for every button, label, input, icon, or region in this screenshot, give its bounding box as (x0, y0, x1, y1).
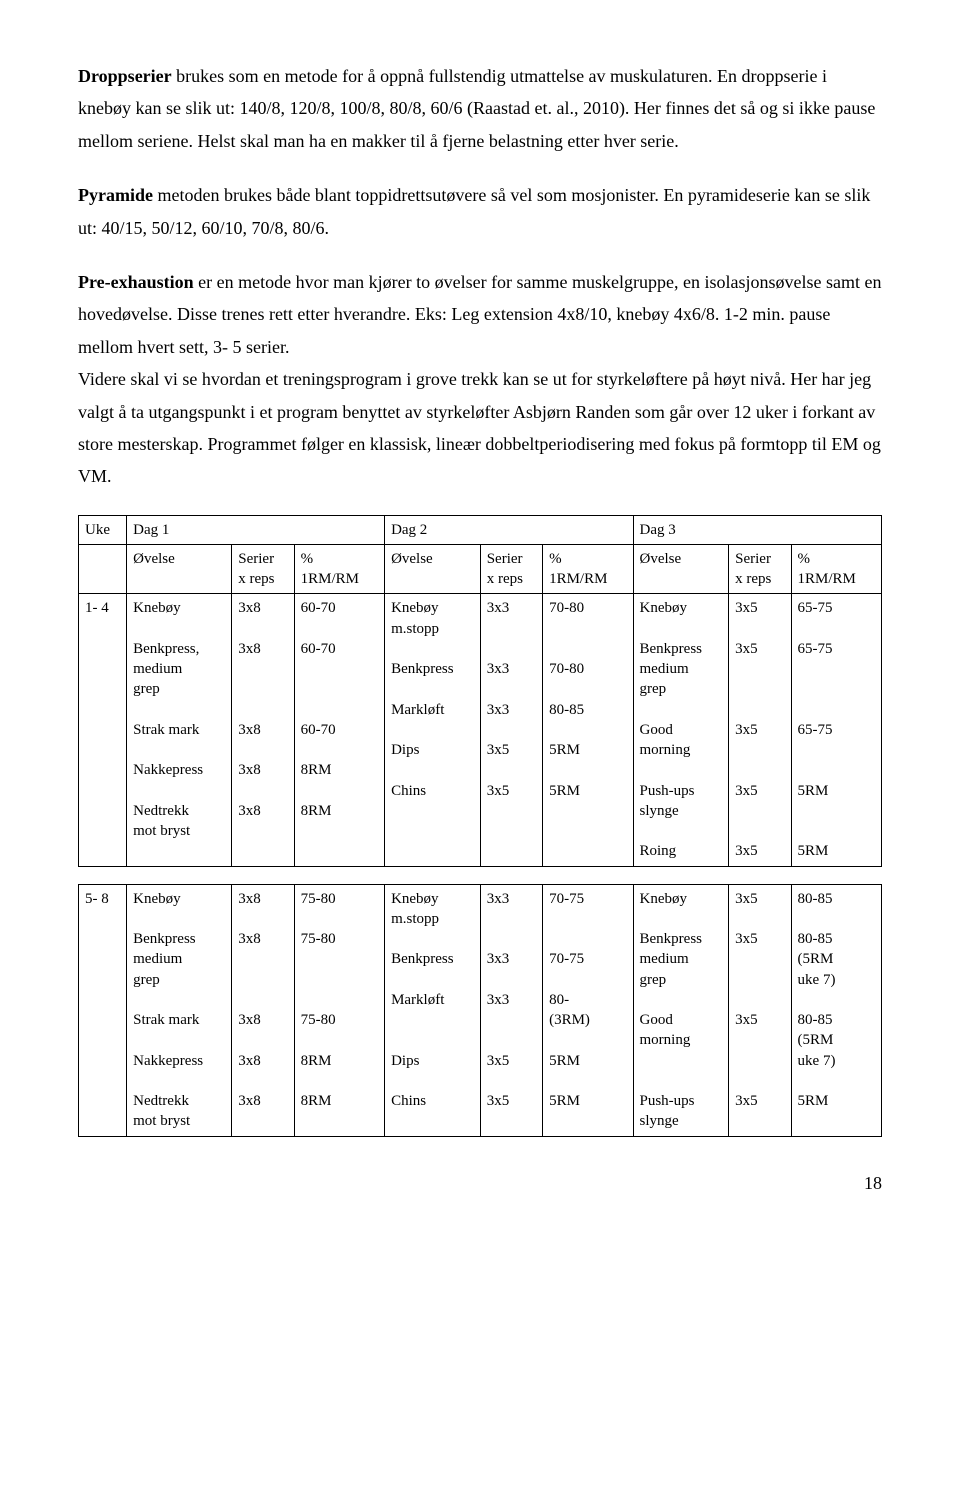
cell-d2-se: 3x3 3x3 3x3 3x5 3x5 (480, 594, 542, 866)
table-header-row-2: Øvelse Serierx reps %1RM/RM Øvelse Serie… (79, 544, 882, 594)
cell-d2-ov: Knebøym.stopp Benkpress Markløft Dips Ch… (385, 594, 481, 866)
paragraph-preexhaustion: Pre-exhaustion er en metode hvor man kjø… (78, 266, 882, 363)
col-d3-pct: %1RM/RM (791, 544, 881, 594)
para2-text: metoden brukes både blant toppidrettsutø… (78, 185, 870, 237)
para3-text1: er en metode hvor man kjører to øvelser … (78, 272, 882, 357)
cell-d3-ov: Knebøy Benkpressmediumgrep Goodmorning P… (633, 884, 729, 1136)
cell-d1-se: 3x8 3x8 3x8 3x8 3x8 (232, 884, 294, 1136)
cell-d3-ov: Knebøy Benkpressmediumgrep Goodmorning P… (633, 594, 729, 866)
col-d2-serier: Serierx reps (480, 544, 542, 594)
col-uke-sub (79, 544, 127, 594)
table-row: 5- 8 Knebøy Benkpressmediumgrep Strak ma… (79, 884, 882, 1136)
term-pyramide: Pyramide (78, 185, 153, 205)
cell-d1-ov: Knebøy Benkpress,mediumgrep Strak mark N… (127, 594, 232, 866)
paragraph-droppserier: Droppserier brukes som en metode for å o… (78, 60, 882, 157)
cell-d3-pc: 80-85 80-85(5RMuke 7) 80-85(5RMuke 7) 5R… (791, 884, 881, 1136)
col-dag2: Dag 2 (385, 515, 633, 544)
table-row: 1- 4 Knebøy Benkpress,mediumgrep Strak m… (79, 594, 882, 866)
training-program-table: Uke Dag 1 Dag 2 Dag 3 Øvelse Serierx rep… (78, 515, 882, 1137)
para1-text: brukes som en metode for å oppnå fullste… (78, 66, 875, 151)
page-number: 18 (78, 1167, 882, 1199)
cell-uke: 1- 4 (79, 594, 127, 866)
col-d1-ovelse: Øvelse (127, 544, 232, 594)
cell-d1-pc: 60-70 60-70 60-70 8RM 8RM (294, 594, 384, 866)
term-droppserier: Droppserier (78, 66, 172, 86)
cell-d1-se: 3x8 3x8 3x8 3x8 3x8 (232, 594, 294, 866)
term-preexhaustion: Pre-exhaustion (78, 272, 194, 292)
table-header-row-1: Uke Dag 1 Dag 2 Dag 3 (79, 515, 882, 544)
table-spacer-row (79, 866, 882, 884)
paragraph-program-intro: Videre skal vi se hvordan et treningspro… (78, 363, 882, 493)
para3-text2: Videre skal vi se hvordan et treningspro… (78, 369, 881, 486)
cell-d2-pc: 70-75 70-75 80-(3RM) 5RM 5RM (543, 884, 633, 1136)
cell-d1-ov: Knebøy Benkpressmediumgrep Strak mark Na… (127, 884, 232, 1136)
col-d3-serier: Serierx reps (729, 544, 791, 594)
cell-d1-pc: 75-80 75-80 75-80 8RM 8RM (294, 884, 384, 1136)
cell-d2-ov: Knebøym.stopp Benkpress Markløft Dips Ch… (385, 884, 481, 1136)
col-dag1: Dag 1 (127, 515, 385, 544)
cell-d3-se: 3x5 3x5 3x5 3x5 3x5 (729, 594, 791, 866)
cell-uke: 5- 8 (79, 884, 127, 1136)
col-d1-serier: Serierx reps (232, 544, 294, 594)
col-d1-pct: %1RM/RM (294, 544, 384, 594)
paragraph-pyramide: Pyramide metoden brukes både blant toppi… (78, 179, 882, 244)
cell-d3-pc: 65-75 65-75 65-75 5RM 5RM (791, 594, 881, 866)
col-d2-pct: %1RM/RM (543, 544, 633, 594)
cell-d2-se: 3x3 3x3 3x3 3x5 3x5 (480, 884, 542, 1136)
cell-d3-se: 3x5 3x5 3x5 3x5 (729, 884, 791, 1136)
cell-d2-pc: 70-80 70-80 80-85 5RM 5RM (543, 594, 633, 866)
col-d3-ovelse: Øvelse (633, 544, 729, 594)
col-d2-ovelse: Øvelse (385, 544, 481, 594)
col-dag3: Dag 3 (633, 515, 882, 544)
col-uke: Uke (79, 515, 127, 544)
